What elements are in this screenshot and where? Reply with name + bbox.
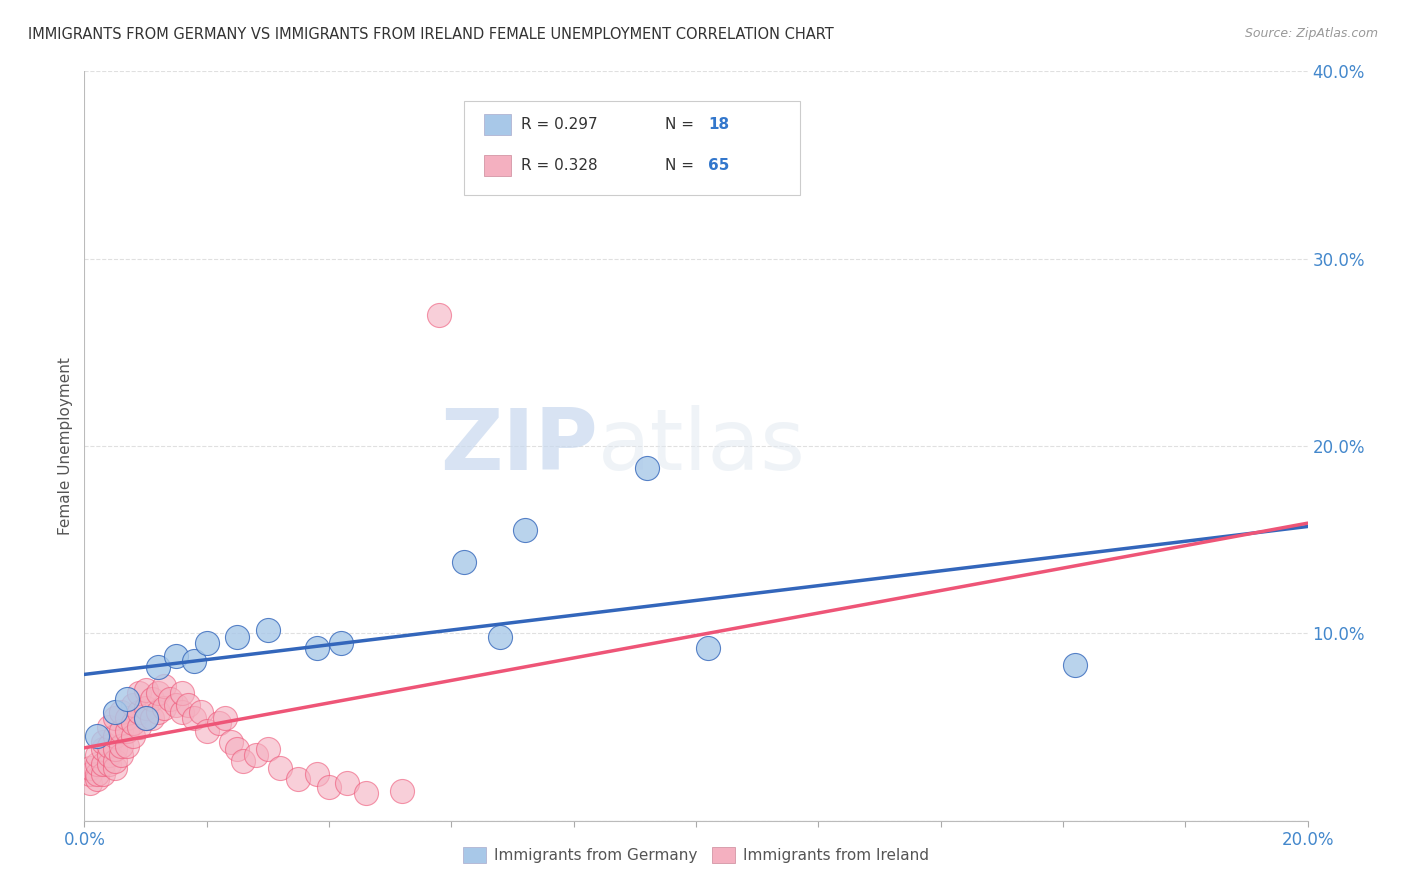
Point (97, 757, 120, 772)
Point (110, 705, 132, 719)
Point (172, 686, 194, 700)
Text: atlas: atlas (598, 404, 806, 488)
Point (135, 710, 157, 724)
Point (104, 705, 127, 719)
Point (86, 772, 108, 787)
Point (305, 767, 328, 781)
Point (226, 630, 249, 644)
Point (91, 757, 114, 772)
Point (104, 742, 127, 756)
Point (146, 686, 169, 700)
Point (128, 686, 150, 700)
Point (697, 641, 720, 656)
Point (135, 682, 157, 697)
Point (115, 710, 138, 724)
Point (110, 739, 132, 753)
Point (110, 747, 132, 762)
Text: N =: N = (665, 158, 699, 173)
Point (226, 742, 249, 756)
Point (165, 698, 187, 712)
Point (128, 705, 150, 719)
Point (257, 623, 280, 637)
Point (287, 772, 309, 787)
Text: R = 0.328: R = 0.328 (522, 158, 598, 173)
Point (172, 705, 194, 719)
Point (214, 710, 236, 724)
Text: 18: 18 (709, 117, 730, 132)
Point (1064, 658, 1087, 673)
Point (86, 757, 108, 772)
Point (636, 461, 658, 475)
Point (115, 723, 138, 738)
Point (86, 747, 108, 762)
Point (104, 754, 127, 768)
Point (115, 739, 138, 753)
Point (122, 730, 145, 744)
Point (269, 761, 291, 775)
Point (159, 692, 181, 706)
Text: N =: N = (665, 117, 699, 132)
Bar (484, 114, 512, 135)
Point (208, 716, 231, 731)
Point (427, 308, 450, 322)
Point (177, 698, 200, 712)
Point (305, 641, 328, 656)
Point (153, 701, 176, 715)
Point (153, 679, 176, 693)
Point (391, 783, 413, 797)
Point (146, 705, 169, 719)
Point (91, 742, 114, 756)
Point (318, 780, 340, 794)
Point (232, 754, 254, 768)
Point (122, 716, 145, 731)
Point (104, 761, 127, 775)
Point (146, 660, 169, 674)
Point (91, 735, 114, 749)
Point (79, 761, 101, 775)
Y-axis label: Female Unemployment: Female Unemployment (58, 357, 73, 535)
Point (104, 710, 127, 724)
Point (190, 705, 212, 719)
Point (122, 698, 145, 712)
Point (128, 720, 150, 734)
Point (513, 524, 536, 538)
Point (257, 742, 280, 756)
Point (79, 776, 101, 790)
Point (195, 723, 218, 738)
FancyBboxPatch shape (464, 102, 800, 195)
Point (97, 747, 120, 762)
Point (453, 555, 475, 569)
Point (86, 767, 108, 781)
Point (97, 739, 120, 753)
Point (195, 635, 218, 649)
Point (135, 710, 157, 724)
Point (115, 692, 138, 706)
Point (219, 735, 242, 749)
Point (86, 730, 108, 744)
Point (183, 710, 205, 724)
Point (141, 710, 163, 724)
Point (135, 701, 157, 715)
Point (97, 720, 120, 734)
Legend: Immigrants from Germany, Immigrants from Ireland: Immigrants from Germany, Immigrants from… (457, 841, 935, 869)
Point (245, 747, 267, 762)
Point (79, 767, 101, 781)
Text: R = 0.297: R = 0.297 (522, 117, 598, 132)
Point (489, 630, 512, 644)
Point (165, 648, 187, 663)
Point (336, 776, 359, 790)
Point (91, 767, 114, 781)
Point (104, 730, 127, 744)
Text: IMMIGRANTS FROM GERMANY VS IMMIGRANTS FROM IRELAND FEMALE UNEMPLOYMENT CORRELATI: IMMIGRANTS FROM GERMANY VS IMMIGRANTS FR… (28, 27, 834, 42)
Point (141, 692, 163, 706)
Bar (484, 155, 512, 177)
Point (110, 723, 132, 738)
Text: Source: ZipAtlas.com: Source: ZipAtlas.com (1244, 27, 1378, 40)
Point (330, 635, 353, 649)
Text: 65: 65 (709, 158, 730, 173)
Point (354, 786, 377, 800)
Text: ZIP: ZIP (440, 404, 598, 488)
Point (183, 655, 205, 669)
